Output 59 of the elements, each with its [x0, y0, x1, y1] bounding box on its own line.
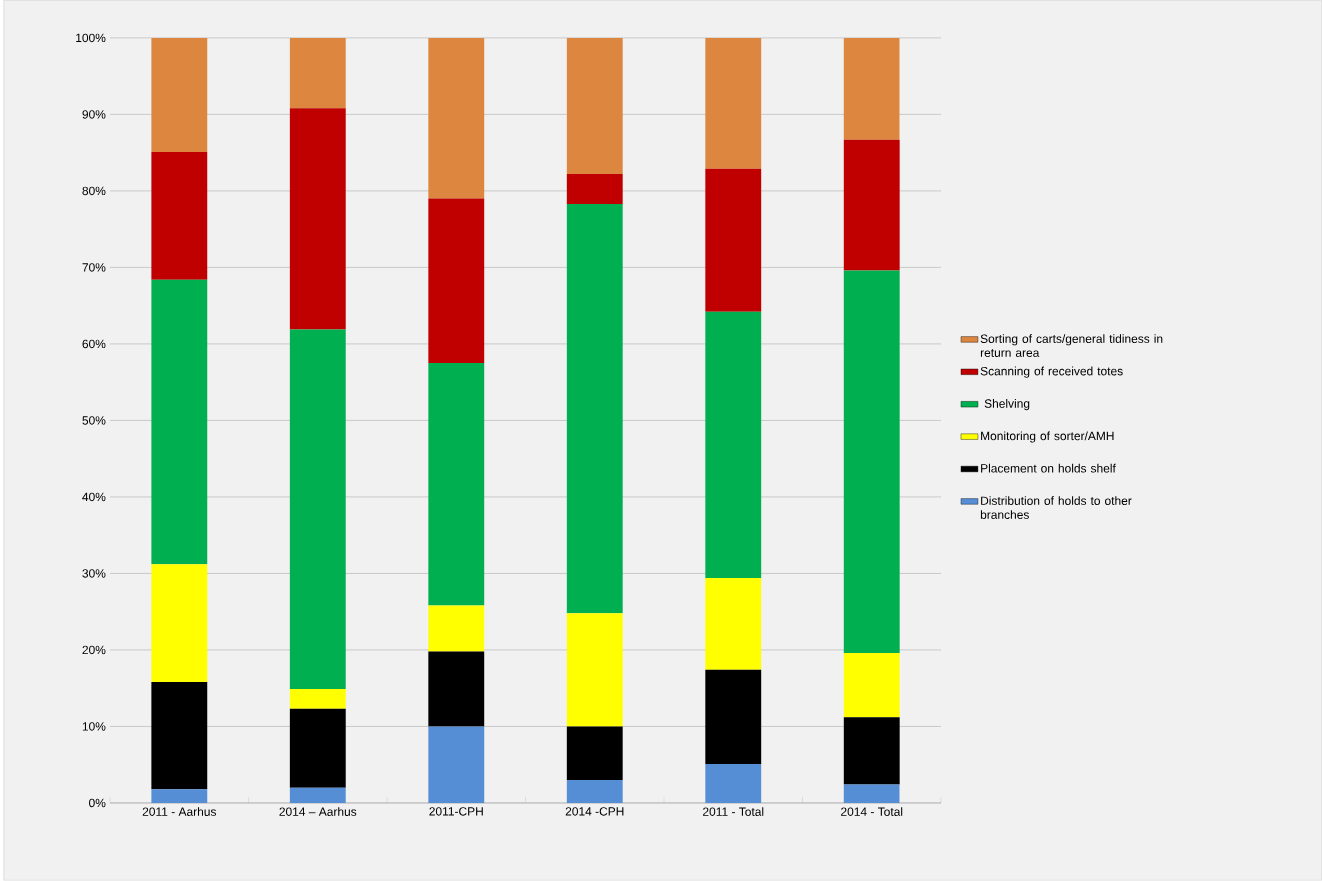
bar	[843, 653, 900, 718]
bar	[151, 682, 208, 790]
y-tick-label: 60%	[82, 339, 106, 349]
legend-label: Scanning of received totes	[980, 366, 1123, 378]
legend-label: Monitoring of sorter/AMH	[981, 431, 1114, 443]
legend-label: Sorting of carts/general tidiness in return area	[980, 334, 1163, 358]
y-tick-label: 90%	[82, 110, 106, 119]
bar	[428, 198, 485, 364]
legend-label: Shelving	[984, 399, 1030, 411]
bar	[151, 279, 208, 565]
bar	[289, 689, 346, 709]
bar	[151, 564, 208, 683]
y-tick-label: 80%	[82, 186, 106, 196]
legend-label: Distribution of holds to other branches	[980, 496, 1132, 520]
y-tick-label: 50%	[82, 416, 106, 425]
legend-label: Placement on holds shelf	[981, 463, 1116, 473]
bar	[428, 726, 485, 804]
bar	[566, 174, 623, 205]
x-tick-label: 2011 - Total	[703, 807, 764, 817]
bar	[289, 329, 346, 690]
bar	[151, 37, 208, 152]
y-tick-label: 20%	[82, 645, 106, 655]
y-tick-label: 40%	[82, 492, 106, 502]
bar	[843, 37, 900, 140]
bar	[289, 708, 346, 788]
bar	[151, 151, 208, 280]
bar	[843, 270, 900, 654]
bar	[705, 669, 762, 765]
y-tick-label: 30%	[82, 569, 106, 578]
bar	[705, 311, 762, 579]
bar	[705, 37, 762, 169]
bar	[566, 780, 623, 804]
bar	[428, 605, 485, 652]
bar	[705, 764, 762, 804]
bar	[289, 108, 346, 330]
y-tick-label: 0%	[89, 798, 106, 808]
bar	[289, 37, 346, 109]
bar	[705, 168, 762, 312]
y-tick-label: 70%	[82, 263, 106, 272]
bar	[705, 578, 762, 670]
x-tick-label: 2011 - Aarhus	[142, 807, 217, 817]
x-tick-label: 2014 - Total	[841, 807, 903, 817]
bar	[843, 139, 900, 271]
bar	[566, 204, 623, 614]
bar	[566, 37, 623, 175]
bar	[151, 789, 208, 804]
bar	[843, 784, 900, 804]
x-tick-label: 2011-CPH	[429, 807, 483, 816]
bar	[428, 651, 485, 727]
bar	[289, 787, 346, 804]
bar	[566, 613, 623, 727]
bar	[428, 37, 485, 199]
x-tick-label: 2014 -CPH	[565, 807, 624, 816]
bar	[566, 726, 623, 781]
bar	[843, 717, 900, 785]
y-tick-label: 10%	[82, 722, 106, 731]
x-tick-label: 2014 – Aarhus	[279, 807, 357, 817]
bar	[428, 363, 485, 606]
y-tick-label: 100%	[76, 33, 106, 43]
